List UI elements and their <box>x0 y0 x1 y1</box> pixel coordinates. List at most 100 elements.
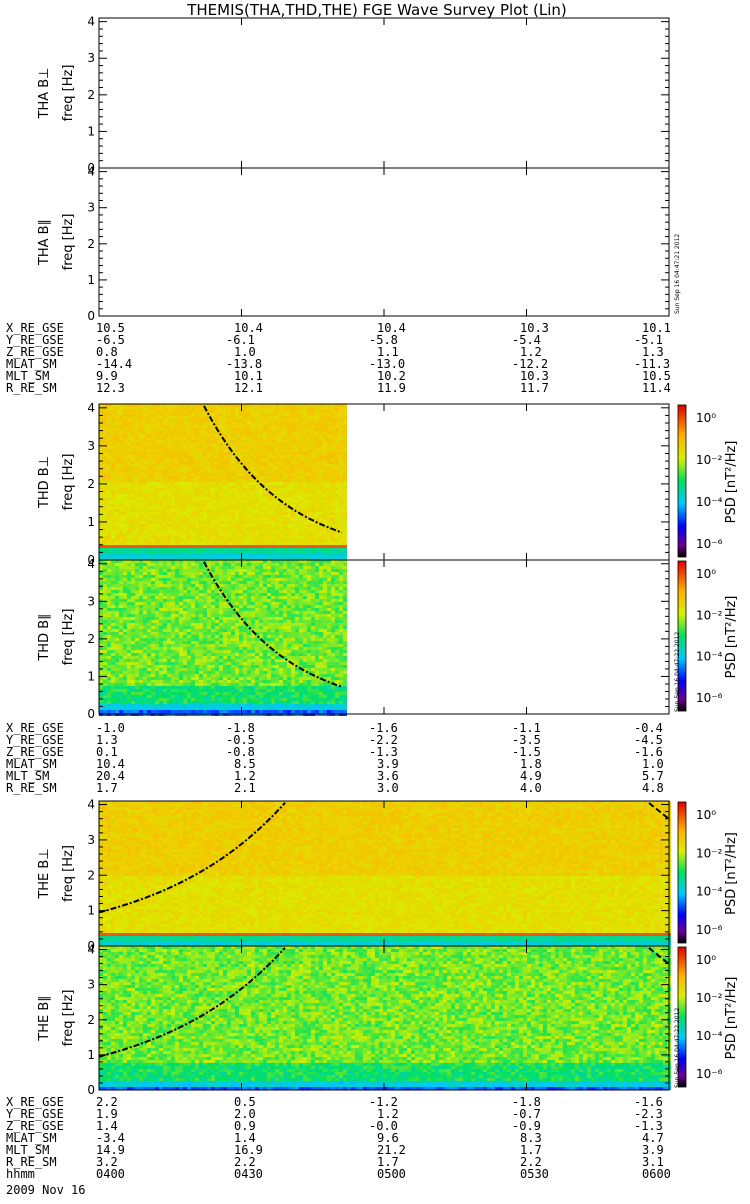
ephem-value: 3.0 <box>377 782 399 794</box>
y-tick-label: 3 <box>87 51 95 65</box>
timestamp-stamp: Sun Sep 16 04:47:22 2012 <box>674 1008 681 1088</box>
spectrogram <box>99 560 347 716</box>
y-tick-label: 2 <box>87 237 95 251</box>
y-tick-label: 1 <box>87 515 95 529</box>
y-tick-label: 0 <box>87 1083 95 1097</box>
panel-frame <box>99 18 669 168</box>
y-tick-label: 4 <box>87 165 95 179</box>
ephem-value: 12.3 <box>96 382 125 394</box>
y-tick-label: 0 <box>87 707 95 721</box>
y-tick-label: 3 <box>87 201 95 215</box>
y-tick-label: 3 <box>87 833 95 847</box>
colorbar-tick-label: 10⁻⁴ <box>696 1029 723 1043</box>
colorbar-tick-label: 10⁻⁶ <box>696 691 723 705</box>
y-tick-label: 1 <box>87 1048 95 1062</box>
panel-label: THE B⊥ <box>37 848 52 899</box>
y-tick-label: 3 <box>87 439 95 453</box>
colorbar-tick-label: 10⁰ <box>696 567 716 581</box>
colorbar-tick-label: 10⁻² <box>696 453 723 467</box>
ephem-value: 2.1 <box>234 782 256 794</box>
y-axis-label: freq [Hz] <box>61 990 76 1047</box>
ephem-value: 4.8 <box>642 782 664 794</box>
y-tick-label: 4 <box>87 15 95 29</box>
y-axis-label: freq [Hz] <box>61 65 76 122</box>
colorbar-tick-label: 10⁻⁶ <box>696 1067 723 1081</box>
ephem-row-name: R_RE_SM <box>6 382 57 394</box>
y-tick-label: 1 <box>87 904 95 918</box>
y-tick-label: 4 <box>87 798 95 812</box>
plot-title: THEMIS(THA,THD,THE) FGE Wave Survey Plot… <box>186 1 567 19</box>
y-axis-label: freq [Hz] <box>61 454 76 511</box>
ephem-value: 0600 <box>642 1168 671 1180</box>
ephem-value: 11.7 <box>520 382 549 394</box>
ephem-row-name: R_RE_SM <box>6 782 57 794</box>
y-tick-label: 4 <box>87 943 95 957</box>
panel-frame <box>99 168 669 316</box>
panel-label: THA B⊥ <box>37 68 52 120</box>
spectrogram <box>99 946 671 1090</box>
colorbar-tick-label: 10⁻⁴ <box>696 495 723 509</box>
ephem-value: 11.4 <box>642 382 671 394</box>
panel-label: THA B∥ <box>37 219 52 266</box>
panel-label: THD B∥ <box>37 613 52 661</box>
ephem-row-name: hhmm <box>6 1168 35 1180</box>
y-axis-label: freq [Hz] <box>61 214 76 271</box>
timestamp-stamp: Sun Sep 16 04:47:21 2012 <box>674 234 681 314</box>
y-tick-label: 2 <box>87 632 95 646</box>
date-label: 2009 Nov 16 <box>6 1184 85 1196</box>
colorbar-label: PSD [nT²/Hz] <box>724 977 739 1060</box>
spectrogram <box>99 801 671 948</box>
y-tick-label: 2 <box>87 1013 95 1027</box>
y-tick-label: 1 <box>87 669 95 683</box>
y-axis-label: freq [Hz] <box>61 845 76 902</box>
y-tick-label: 1 <box>87 273 95 287</box>
colorbar-tick-label: 10⁻⁴ <box>696 885 723 899</box>
y-tick-label: 4 <box>87 401 95 415</box>
colorbar-tick-label: 10⁻⁶ <box>696 537 723 551</box>
ephem-value: 11.9 <box>377 382 406 394</box>
y-axis-label: freq [Hz] <box>61 609 76 666</box>
ephem-value: 4.0 <box>520 782 542 794</box>
colorbar-label: PSD [nT²/Hz] <box>724 441 739 524</box>
colorbar-label: PSD [nT²/Hz] <box>724 596 739 679</box>
spectrogram <box>99 404 347 560</box>
colorbar-tick-label: 10⁰ <box>696 953 716 967</box>
y-tick-label: 2 <box>87 868 95 882</box>
y-tick-label: 2 <box>87 477 95 491</box>
panel-label: THE B∥ <box>37 995 52 1041</box>
ephem-value: 12.1 <box>234 382 263 394</box>
colorbar-tick-label: 10⁻² <box>696 846 723 860</box>
y-tick-label: 0 <box>87 309 95 323</box>
colorbar-tick-label: 10⁻² <box>696 991 723 1005</box>
colorbar-tick-label: 10⁰ <box>696 411 716 425</box>
colorbar-tick-label: 10⁻² <box>696 608 723 622</box>
ephem-value: 1.7 <box>96 782 118 794</box>
y-tick-label: 3 <box>87 594 95 608</box>
ephem-value: 0500 <box>377 1168 406 1180</box>
ephem-value: 0530 <box>520 1168 549 1180</box>
ephem-value: 0400 <box>96 1168 125 1180</box>
y-tick-label: 2 <box>87 88 95 102</box>
colorbar-label: PSD [nT²/Hz] <box>724 832 739 915</box>
ephem-value: 0430 <box>234 1168 263 1180</box>
y-tick-label: 1 <box>87 124 95 138</box>
colorbar-tick-label: 10⁻⁴ <box>696 650 723 664</box>
panel-tha-bpar: 0 1 2 3 4 THA B∥ freq [Hz] Sun Sep 16 04:47:21 … <box>37 165 681 323</box>
timestamp-stamp: Sun Sep 16 04:47:22 2012 <box>674 632 681 712</box>
panel-label: THD B⊥ <box>37 456 52 509</box>
y-tick-label: 4 <box>87 557 95 571</box>
y-tick-label: 3 <box>87 978 95 992</box>
